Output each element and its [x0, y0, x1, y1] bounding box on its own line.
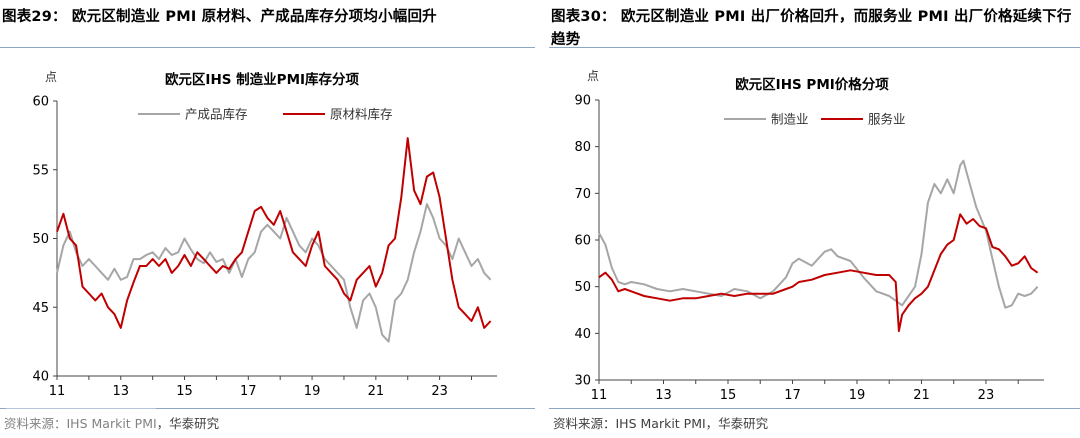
figure-title: 图表30： 欧元区制造业 PMI 出厂价格回升，而服务业 PMI 出厂价格延续下… — [551, 9, 1072, 48]
y-unit-label: 点 — [587, 69, 599, 83]
source-rule — [0, 408, 535, 409]
line-chart-left: 欧元区IHS 制造业PMI库存分项 点 40 45 50 55 60 11 13 15 17 19 21… — [32, 70, 497, 399]
title-rule — [549, 47, 1080, 48]
y-tick-label: 45 — [32, 301, 49, 316]
source-note: 资料来源：IHS Markit PMI，华泰研究 — [553, 416, 769, 431]
x-tick-label: 21 — [368, 384, 385, 399]
y-tick-label: 40 — [32, 370, 49, 385]
x-tick-label: 11 — [49, 384, 66, 399]
x-tick-label: 15 — [720, 388, 737, 403]
x-tick-label: 19 — [304, 384, 321, 399]
legend-label: 服务业 — [868, 112, 906, 127]
series-line-2 — [56, 137, 492, 329]
y-tick-label: 60 — [32, 95, 49, 110]
x-tick-label: 11 — [591, 388, 608, 403]
x-tick-label: 15 — [176, 384, 193, 399]
y-unit-label: 点 — [45, 70, 57, 84]
y-tick-label: 50 — [574, 280, 591, 295]
y-tick-label: 30 — [574, 374, 591, 389]
y-tick-label: 40 — [574, 327, 591, 342]
legend-label: 原材料库存 — [330, 107, 393, 122]
series-line-1 — [56, 203, 492, 343]
x-tick-label: 23 — [431, 384, 448, 399]
source-rule — [549, 408, 1080, 409]
x-tick-label: 17 — [784, 388, 801, 403]
y-tick-label: 70 — [574, 187, 591, 202]
source-note: 资料来源：IHS Markit PMI，华泰研究 — [4, 416, 220, 431]
left-chart-panel: 图表29： 欧元区制造业 PMI 原材料、产成品库存分项均小幅回升 欧元区IHS… — [0, 0, 535, 438]
line-chart-right: 欧元区IHS PMI价格分项 点 30 40 50 60 70 80 90 11 13 15 17 19 2… — [574, 69, 1044, 403]
x-tick-label: 13 — [655, 388, 672, 403]
watermark — [6, 404, 156, 430]
y-tick-label: 60 — [574, 234, 591, 249]
y-tick-label: 50 — [32, 232, 49, 247]
figure-title: 图表29： 欧元区制造业 PMI 原材料、产成品库存分项均小幅回升 — [2, 9, 437, 25]
y-tick-label: 90 — [574, 94, 591, 109]
y-tick-label: 55 — [32, 163, 49, 178]
y-tick-label: 80 — [574, 140, 591, 155]
chart-title: 欧元区IHS 制造业PMI库存分项 — [165, 71, 360, 88]
title-rule — [0, 47, 535, 48]
right-chart-panel: 图表30： 欧元区制造业 PMI 出厂价格回升，而服务业 PMI 出厂价格延续下… — [549, 0, 1080, 438]
x-tick-label: 21 — [913, 388, 930, 403]
legend-label: 制造业 — [771, 112, 809, 127]
x-tick-label: 19 — [849, 388, 866, 403]
chart-title: 欧元区IHS PMI价格分项 — [735, 76, 889, 93]
series-line-1 — [598, 159, 1039, 309]
legend-label: 产成品库存 — [185, 107, 248, 122]
x-tick-label: 13 — [112, 384, 129, 399]
x-tick-label: 17 — [240, 384, 257, 399]
series-line-2 — [598, 213, 1039, 332]
x-tick-label: 23 — [978, 388, 995, 403]
